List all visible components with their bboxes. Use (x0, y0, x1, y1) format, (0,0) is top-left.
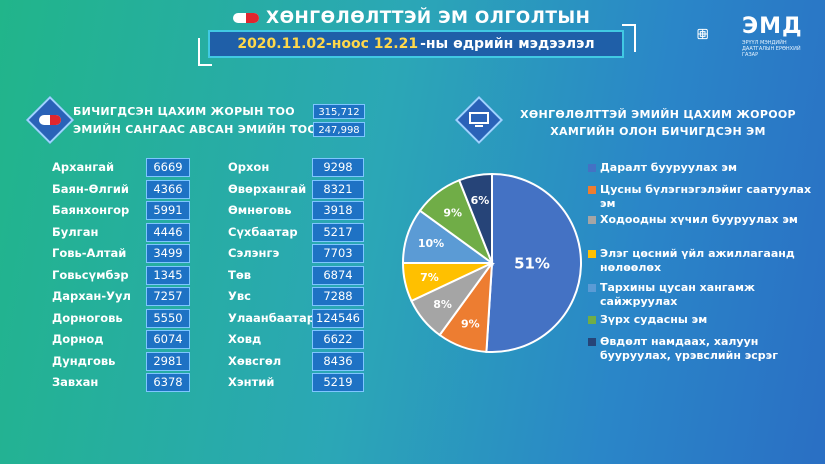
stat-value-prescriptions: 315,712 (313, 104, 365, 119)
legend-label: Ходоодны хүчил бууруулах эм (600, 213, 798, 226)
logo-name: ЭМД (742, 14, 803, 39)
legend-swatch (588, 338, 596, 346)
region-name: Өвөрхангай (228, 181, 307, 196)
region-name: Ховд (228, 332, 262, 346)
pie-slice-label: 9% (443, 206, 462, 219)
region-name: Баян-Өлгий (52, 181, 129, 196)
legend-swatch (588, 284, 596, 292)
region-value: 8436 (312, 351, 364, 371)
region-name: Хэнтий (228, 375, 275, 389)
region-value: 5991 (146, 201, 190, 220)
date-suffix: -ны өдрийн мэдээлэл (420, 36, 595, 52)
region-name: Орхон (228, 160, 270, 174)
region-name: Өмнөговь (228, 203, 292, 217)
legend-label: Элэг цөсний үйл ажиллагаанд нөлөөлөх (600, 247, 795, 274)
page-title: ХӨНГӨЛӨЛТТЭЙ ЭМ ОЛГОЛТЫН (266, 8, 591, 28)
region-value: 8321 (312, 179, 364, 199)
region-value: 7288 (312, 287, 364, 306)
pill-icon (233, 13, 259, 23)
stat-value-dispensed: 247,998 (313, 122, 365, 137)
region-name: Булган (52, 224, 99, 239)
stat-label-dispensed: ЭМИЙН САНГААС АВСАН ЭМИЙН ТОО (73, 123, 318, 136)
legend-item: Тархины цусан хангамж сайжруулах (588, 281, 820, 309)
pie-slice-label: 6% (471, 194, 490, 207)
region-name: Увс (228, 289, 251, 303)
region-value: 9298 (312, 158, 364, 177)
region-name: Дорноговь (52, 310, 123, 325)
legend-item: Цусны бүлэгнэгэлэйиг саатуулах эм (588, 183, 820, 211)
region-value: 3499 (146, 244, 190, 263)
legend-swatch (588, 164, 596, 172)
region-name: Дорнод (52, 332, 104, 346)
pie-slice (485, 172, 582, 353)
region-value: 5550 (146, 308, 190, 328)
legend-label: Өвдөлт намдаах, халуун бууруулах, үрэвсл… (600, 335, 778, 362)
date-banner: 2020.11.02-ноос 12.21 -ны өдрийн мэдээлэ… (208, 30, 624, 58)
region-name: Говьсүмбэр (52, 267, 129, 282)
pie-slice-label: 8% (433, 298, 452, 311)
pie-slice-label: 10% (418, 237, 444, 250)
region-value: 6074 (146, 330, 190, 349)
region-value: 4446 (146, 222, 190, 242)
pie-slice-label: 51% (514, 254, 550, 272)
pie-slice-label: 7% (420, 271, 439, 284)
region-name: Сүхбаатар (228, 224, 298, 239)
stat-label-prescriptions: БИЧИГДСЭН ЦАХИМ ЖОРЫН ТОО (73, 105, 295, 118)
region-value: 6874 (312, 265, 364, 285)
region-name: Завхан (52, 375, 99, 389)
region-name: Дархан-Уул (52, 289, 131, 303)
pie-slice (457, 172, 493, 264)
region-name: Сэлэнгэ (228, 246, 280, 260)
region-value: 5219 (312, 373, 364, 392)
region-name: Баянхонгор (52, 203, 130, 217)
legend-label: Даралт бууруулах эм (600, 161, 737, 174)
region-name: Төв (228, 267, 252, 282)
legend-label: Тархины цусан хангамж сайжруулах (600, 281, 755, 308)
legend-label: Зүрх судасны эм (600, 313, 708, 326)
region-name: Дундговь (52, 353, 116, 368)
legend-item: Даралт бууруулах эм (588, 161, 820, 175)
region-value: 4366 (146, 179, 190, 199)
region-name: Говь-Алтай (52, 246, 127, 260)
capsule-icon (39, 115, 61, 125)
computer-icon (469, 112, 489, 127)
region-value: 6669 (146, 158, 190, 177)
region-value: 6378 (146, 373, 190, 392)
legend-swatch (588, 316, 596, 324)
region-name: Улаанбаатар (228, 310, 315, 325)
emd-logo-icon (697, 28, 708, 40)
region-value: 3918 (312, 201, 364, 220)
legend-swatch (588, 186, 596, 194)
legend-item: Өвдөлт намдаах, халуун бууруулах, үрэвсл… (588, 335, 820, 363)
region-value: 2981 (146, 351, 190, 371)
legend-item: Элэг цөсний үйл ажиллагаанд нөлөөлөх (588, 247, 820, 275)
region-name: Хөвсгөл (228, 353, 282, 368)
region-value: 124546 (312, 308, 364, 328)
chart-title: ХӨНГӨЛӨЛТТЭЙ ЭМИЙН ЦАХИМ ЖОРООР ХАМГИЙН … (520, 108, 796, 138)
date-bracket-left (198, 38, 212, 66)
region-value: 7257 (146, 287, 190, 306)
legend-swatch (588, 250, 596, 258)
legend-item: Зүрх судасны эм (588, 313, 820, 327)
legend-label: Цусны бүлэгнэгэлэйиг саатуулах эм (600, 183, 812, 210)
pie-slice-label: 9% (461, 317, 480, 330)
region-name: Архангай (52, 160, 115, 174)
region-value: 5217 (312, 222, 364, 242)
region-value: 1345 (146, 265, 190, 285)
logo-subtitle: ЭРҮҮЛ МЭНДИЙН ДААТГАЛЫН ЕРӨНХИЙ ГАЗАР (742, 40, 801, 58)
date-range: 2020.11.02-ноос 12.21 (237, 36, 419, 52)
legend-item: Ходоодны хүчил бууруулах эм (588, 213, 820, 227)
region-value: 7703 (312, 244, 364, 263)
date-bracket-right (622, 24, 636, 52)
legend-swatch (588, 216, 596, 224)
region-value: 6622 (312, 330, 364, 349)
